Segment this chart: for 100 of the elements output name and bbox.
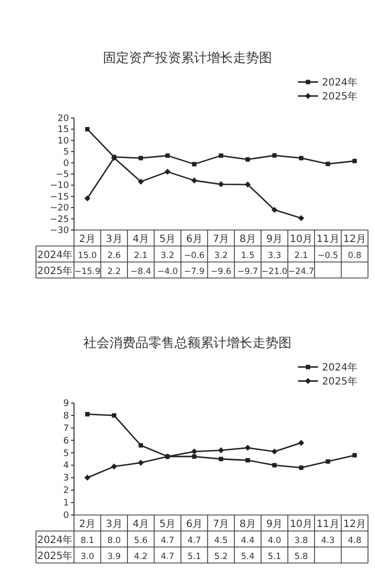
x-tick-label: 9月 <box>266 234 283 245</box>
y-tick-label: 4 <box>63 461 70 472</box>
data-label: 4.5 <box>214 536 228 546</box>
point <box>271 448 278 455</box>
data-label: −7.9 <box>184 267 205 277</box>
x-tick-label: 2月 <box>79 519 96 530</box>
data-label: 3.2 <box>160 251 174 261</box>
y-tick-label: 9 <box>63 399 70 409</box>
y-tick-label: 6 <box>63 436 70 446</box>
y-tick-label: −10 <box>50 181 70 192</box>
data-label: 5.2 <box>214 552 228 562</box>
data-label: 5.1 <box>268 552 282 562</box>
point <box>218 181 224 188</box>
point <box>218 447 224 454</box>
data-label: −24.7 <box>288 267 314 277</box>
x-tick-label: 6月 <box>186 519 202 530</box>
point <box>192 162 196 166</box>
data-label: −15.9 <box>74 267 100 277</box>
data-label: 5.4 <box>240 552 254 562</box>
data-label: 2.1 <box>134 251 148 261</box>
y-tick-label: 20 <box>58 114 70 124</box>
y-tick-label: 10 <box>58 136 70 146</box>
x-tick-label: 3月 <box>106 234 122 245</box>
text: 2025年 <box>37 266 73 277</box>
y-tick-label: 0 <box>63 511 70 521</box>
x-tick-label: 12月 <box>343 519 366 530</box>
point <box>298 156 304 160</box>
y-tick-label: 7 <box>63 424 69 434</box>
x-tick-label: 7月 <box>212 234 230 245</box>
x-tick-label: 9月 <box>266 519 283 530</box>
x-tick-label: 10月 <box>290 234 313 245</box>
y-tick-label: 2 <box>63 486 69 496</box>
data-label: 5.6 <box>134 536 148 546</box>
data-label: −8.4 <box>130 267 152 277</box>
x-tick-label: 4月 <box>132 519 150 530</box>
point <box>192 454 196 459</box>
point <box>272 153 277 158</box>
data-label: 5.1 <box>188 552 202 562</box>
x-tick-label: 4月 <box>132 234 150 245</box>
data-label: 3.3 <box>268 251 282 261</box>
y-tick-label: 8 <box>63 411 70 422</box>
point <box>246 458 250 462</box>
data-label: −9.6 <box>210 267 232 277</box>
point <box>352 453 357 458</box>
x-tick-label: 5月 <box>159 234 176 245</box>
chart-title: 固定资产投资累计增长走势图 <box>103 51 272 66</box>
point <box>138 156 144 160</box>
point <box>84 195 90 202</box>
text: 2025年 <box>37 551 73 562</box>
x-tick-label: 8月 <box>240 234 256 245</box>
data-label: 4.3 <box>321 536 335 546</box>
x-tick-label: 2月 <box>79 234 96 245</box>
data-label: −9.7 <box>237 267 258 277</box>
y-tick-label: −30 <box>50 226 70 236</box>
point <box>244 444 251 451</box>
legend-label: 2024年 <box>322 362 358 374</box>
point <box>85 412 90 416</box>
point <box>138 178 144 185</box>
data-label: −0.6 <box>184 251 205 261</box>
point <box>85 127 90 132</box>
y-tick-label: −15 <box>50 192 69 202</box>
data-label: −0.5 <box>318 251 338 261</box>
x-tick-label: 12月 <box>343 234 366 245</box>
text: 2024年 <box>37 250 73 261</box>
x-tick-label: 11月 <box>316 519 340 530</box>
data-label: 5.8 <box>294 552 308 562</box>
point <box>112 413 116 418</box>
data-label: −4.0 <box>157 267 178 277</box>
y-tick-label: 1 <box>63 498 69 509</box>
data-label: 2.2 <box>107 267 121 277</box>
data-label: 4.7 <box>160 552 174 562</box>
legend-label: 2025年 <box>322 376 358 388</box>
data-label: 3.0 <box>80 552 94 562</box>
point <box>272 463 277 468</box>
point <box>138 443 144 448</box>
point <box>138 460 144 466</box>
data-label: 4.7 <box>160 536 174 546</box>
data-label: 2.1 <box>294 251 308 261</box>
x-tick-label: 10月 <box>290 519 313 530</box>
x-tick-label: 5月 <box>159 519 176 530</box>
data-label: 2.6 <box>107 251 121 261</box>
point <box>298 440 304 446</box>
x-tick-label: 11月 <box>316 234 340 245</box>
point <box>271 206 278 213</box>
point <box>246 157 250 162</box>
data-label: 4.4 <box>240 536 254 546</box>
legend-label: 2025年 <box>322 90 358 102</box>
y-tick-label: −20 <box>50 204 70 214</box>
legend-label: 2024年 <box>322 76 358 88</box>
point <box>298 466 304 470</box>
data-label: −21.0 <box>261 267 288 277</box>
point <box>352 158 357 164</box>
chart-title: 社会消费品零售总额累计增长走势图 <box>84 336 292 351</box>
point <box>165 153 170 158</box>
data-label: 4.7 <box>188 536 202 546</box>
x-tick-label: 8月 <box>240 519 256 530</box>
data-label: 3.8 <box>294 536 308 546</box>
data-label: 1.5 <box>240 251 254 261</box>
y-tick-label: 5 <box>63 148 69 158</box>
data-label: 4.0 <box>268 536 282 546</box>
